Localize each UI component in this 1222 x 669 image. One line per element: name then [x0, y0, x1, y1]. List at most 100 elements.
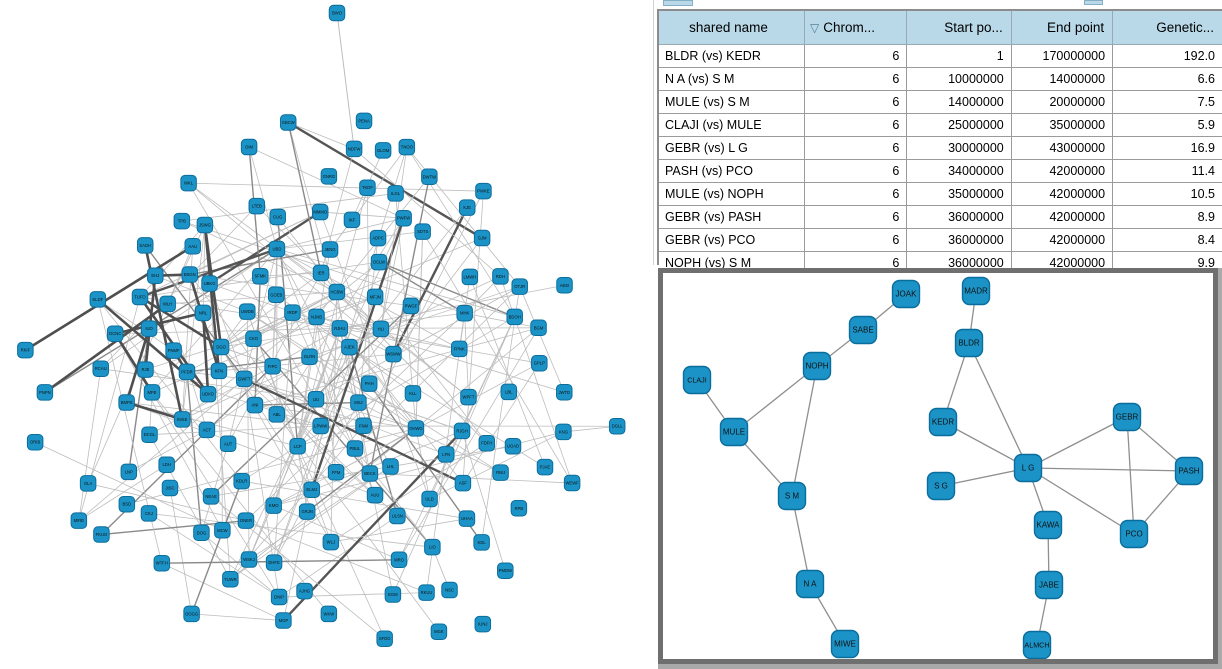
network-node[interactable]: RCAU: [92, 360, 109, 377]
network-edge[interactable]: [149, 425, 322, 436]
network-edge[interactable]: [188, 182, 484, 192]
network-node[interactable]: IRDP: [284, 304, 301, 321]
network-node[interactable]: WLJ: [322, 533, 340, 551]
network-edge[interactable]: [243, 377, 465, 485]
network-node[interactable]: JWTD: [556, 384, 573, 401]
network-node[interactable]: PFDR: [178, 363, 196, 381]
network-edge[interactable]: [940, 467, 1029, 487]
network-node[interactable]: KAWA: [1033, 510, 1063, 540]
network-node[interactable]: MRO: [390, 551, 408, 569]
network-edge[interactable]: [220, 346, 463, 432]
network-node[interactable]: JABE: [1034, 570, 1064, 600]
network-edge[interactable]: [188, 273, 221, 373]
network-edge[interactable]: [339, 328, 394, 355]
network-edge[interactable]: [186, 291, 338, 373]
network-edge[interactable]: [208, 210, 322, 285]
network-node[interactable]: UBD: [268, 240, 286, 258]
network-edge[interactable]: [191, 613, 284, 621]
network-node[interactable]: RWJ: [492, 464, 509, 481]
column-header-chromosome[interactable]: ▽ Chrom...: [804, 11, 908, 45]
network-node[interactable]: MIRE: [70, 512, 88, 529]
network-node[interactable]: WKL: [180, 174, 197, 192]
network-edge[interactable]: [259, 272, 322, 277]
network-node[interactable]: SADH: [136, 237, 154, 254]
network-node[interactable]: IUNJ: [474, 615, 492, 633]
network-node[interactable]: N A: [795, 569, 825, 599]
network-node[interactable]: ANI: [246, 396, 264, 414]
network-edge[interactable]: [339, 312, 466, 329]
network-node[interactable]: DCGL: [141, 426, 158, 443]
network-edge[interactable]: [167, 224, 206, 305]
network-node[interactable]: PWKE: [475, 182, 492, 200]
network-node[interactable]: S G: [926, 471, 956, 501]
network-node[interactable]: KJE: [458, 199, 476, 216]
network-edge[interactable]: [339, 327, 539, 329]
network-node[interactable]: LPWW: [312, 417, 329, 435]
main-network-view[interactable]: BWO PFDR GWFT PBUL SADH IJU CUG ULSN WSMW GPLP AAU…: [0, 0, 656, 669]
network-edge[interactable]: [126, 402, 322, 427]
column-header-shared-name[interactable]: shared name: [659, 11, 806, 45]
network-edge[interactable]: [272, 294, 277, 367]
table-row[interactable]: GEBR (vs) PASH 6 36000000 42000000 8.9: [659, 205, 1222, 229]
network-node[interactable]: PJAE: [536, 458, 554, 476]
network-node[interactable]: OCLW: [370, 253, 388, 271]
network-node[interactable]: UOAD: [504, 437, 522, 455]
network-node[interactable]: MPE: [143, 384, 161, 401]
network-edge[interactable]: [464, 312, 539, 329]
network-node[interactable]: GPLP: [531, 354, 548, 372]
network-node[interactable]: GCNC: [106, 325, 124, 342]
network-node[interactable]: MGP: [275, 612, 292, 629]
network-node[interactable]: PWGF: [402, 297, 420, 315]
network-node[interactable]: UHAA: [458, 510, 476, 527]
network-node[interactable]: GLRN: [301, 348, 318, 365]
network-node[interactable]: AUT: [219, 435, 237, 453]
network-node[interactable]: WLH: [159, 295, 176, 313]
network-node[interactable]: AAU: [184, 238, 201, 255]
network-edge[interactable]: [348, 346, 399, 517]
network-edge[interactable]: [125, 401, 184, 421]
network-node[interactable]: MMMO: [311, 203, 329, 221]
network-node[interactable]: SABE: [848, 315, 878, 345]
network-node[interactable]: GEBR: [1112, 402, 1142, 432]
network-node[interactable]: GLOM: [374, 142, 392, 159]
network-node[interactable]: S M: [777, 481, 807, 511]
network-node[interactable]: IMSE: [174, 411, 191, 428]
network-edge[interactable]: [220, 291, 338, 348]
column-header-end-point[interactable]: End point: [1010, 11, 1114, 45]
network-node[interactable]: OHWG: [407, 420, 425, 437]
network-node[interactable]: DGO: [212, 338, 230, 356]
network-edge[interactable]: [202, 224, 206, 314]
network-edge[interactable]: [243, 378, 447, 455]
network-node[interactable]: PHH: [360, 375, 378, 392]
network-edge[interactable]: [144, 244, 245, 380]
network-node[interactable]: NJNB: [308, 308, 325, 326]
network-edge[interactable]: [519, 286, 565, 393]
network-edge[interactable]: [469, 276, 546, 468]
network-node[interactable]: KMO: [265, 497, 282, 514]
network-edge[interactable]: [78, 378, 245, 522]
table-row[interactable]: BLDR (vs) KEDR 6 1 170000000 192.0: [659, 44, 1222, 68]
network-edge[interactable]: [398, 327, 539, 561]
network-edge[interactable]: [380, 217, 405, 330]
network-edge[interactable]: [415, 327, 539, 429]
network-node[interactable]: OLA: [79, 475, 97, 492]
network-node[interactable]: JISC: [161, 479, 179, 497]
network-node[interactable]: FIPC: [264, 358, 281, 375]
network-edge[interactable]: [481, 286, 521, 543]
network-node[interactable]: DWTW: [421, 168, 438, 186]
table-row[interactable]: N A (vs) S M 6 10000000 14000000 6.6: [659, 67, 1222, 91]
network-edge[interactable]: [287, 121, 484, 240]
network-node[interactable]: ORIB: [26, 433, 44, 451]
network-edge[interactable]: [287, 122, 355, 150]
network-edge[interactable]: [186, 371, 203, 534]
network-edge[interactable]: [154, 275, 248, 312]
network-node[interactable]: BSGN: [181, 266, 199, 283]
network-edge[interactable]: [1027, 467, 1190, 472]
network-edge[interactable]: [151, 391, 330, 615]
sort-filter-icon[interactable]: ▽: [810, 21, 820, 35]
network-node[interactable]: ULSN: [389, 507, 406, 525]
network-node[interactable]: LBL: [500, 383, 518, 401]
network-edge[interactable]: [1027, 416, 1128, 469]
network-node[interactable]: NOPH: [802, 351, 832, 381]
network-node[interactable]: KLL: [404, 385, 422, 402]
